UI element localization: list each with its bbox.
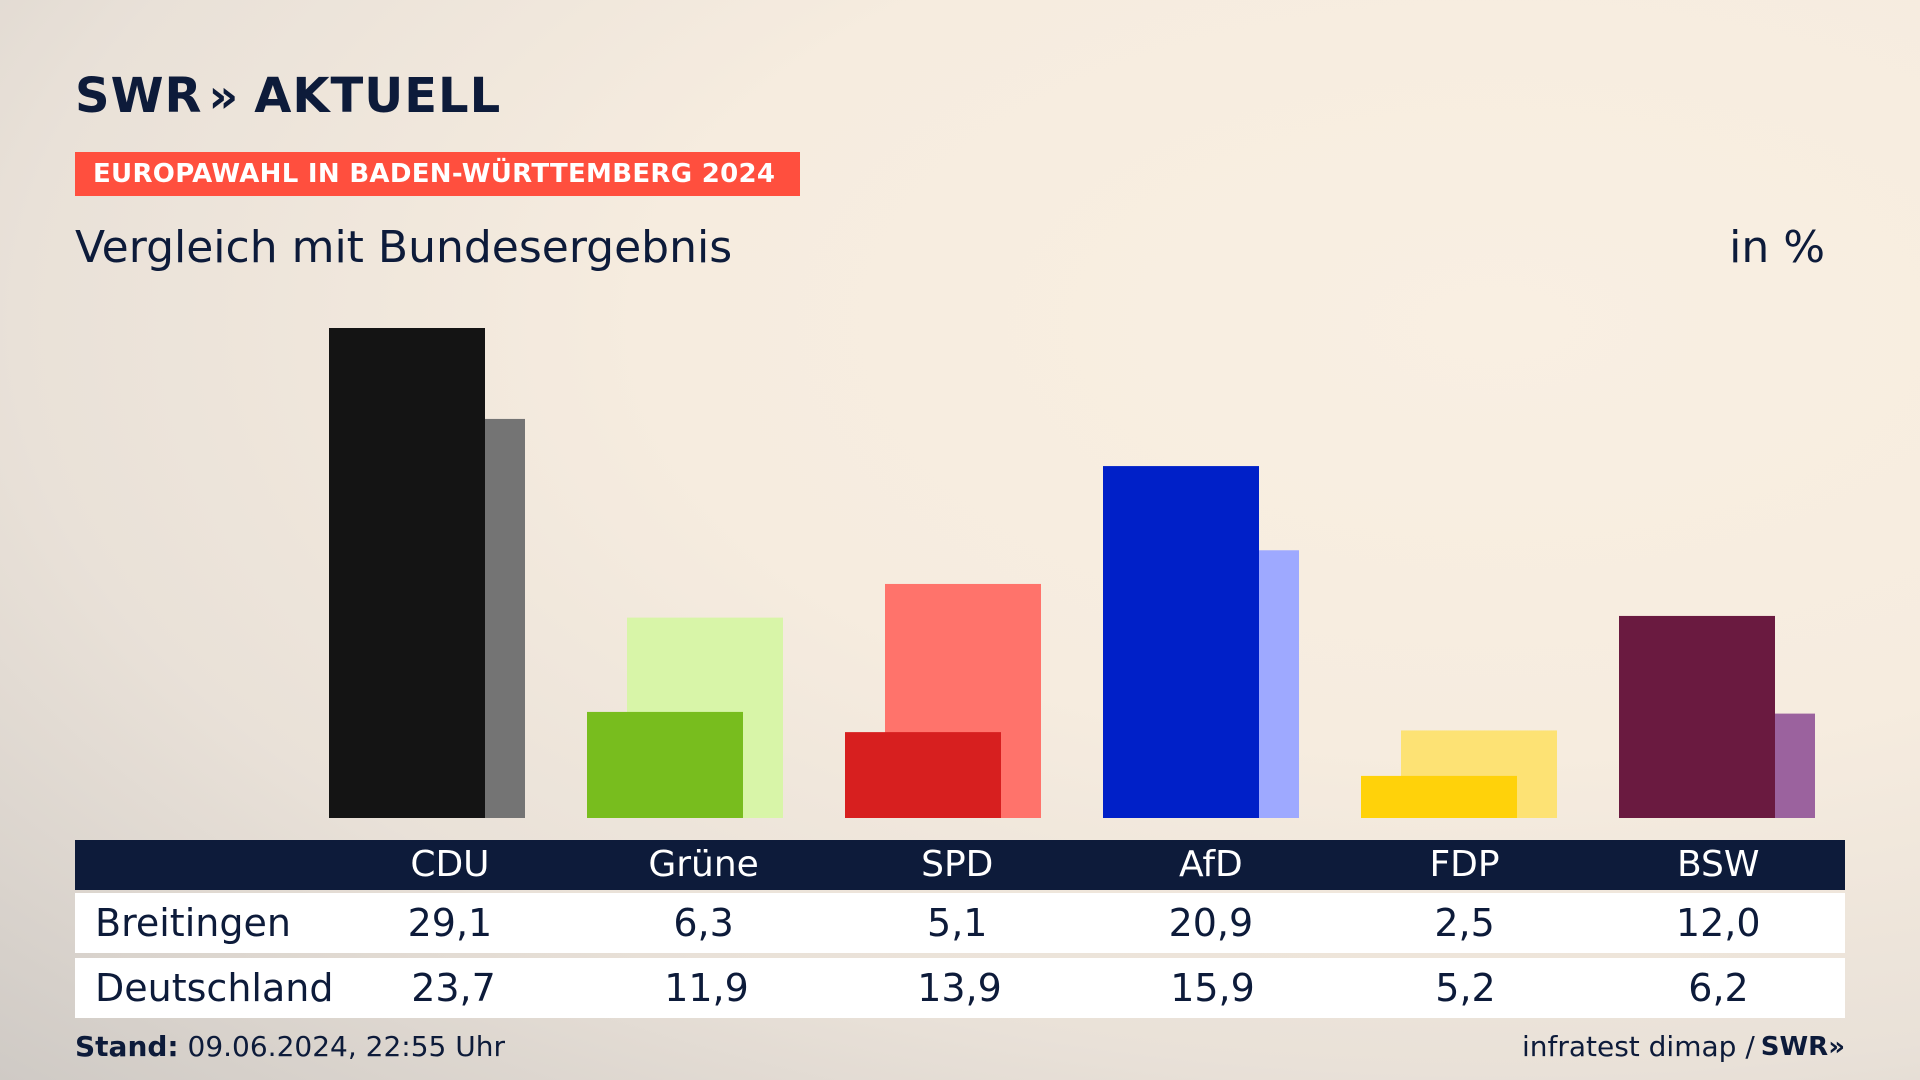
value-deutschland-spd: 13,9: [917, 966, 1002, 1010]
header-bsw: BSW: [1676, 844, 1760, 885]
logo-swr-text: SWR: [75, 68, 203, 124]
value-breitingen-bsw: 12,0: [1675, 901, 1761, 945]
bar-breitingen-cdu: [329, 328, 485, 818]
bar-breitingen-fdp: [1361, 775, 1517, 818]
row-label-breitingen: Breitingen: [95, 901, 291, 945]
unit-label: in %: [1729, 222, 1825, 273]
bar-breitingen-afd: [1103, 466, 1259, 818]
results-table: CDU Grüne SPD AfD FDP BSW Breitingen 29,…: [75, 840, 1845, 1018]
source-text: infratest dimap /: [1521, 1030, 1755, 1063]
timestamp: Stand: 09.06.2024, 22:55 Uhr: [75, 1030, 505, 1063]
stand-value: 09.06.2024, 22:55 Uhr: [178, 1030, 505, 1063]
bar-breitingen-bsw: [1619, 615, 1775, 818]
header-afd: AfD: [1179, 844, 1243, 885]
value-breitingen-afd: 20,9: [1168, 901, 1254, 945]
table-row-deutschland: Deutschland 23,7 11,9 13,9 15,9 5,2 6,2: [75, 958, 1845, 1018]
swr-aktuell-logo: SWR » AKTUELL: [75, 68, 501, 124]
swr-mini-logo: SWR»: [1760, 1031, 1845, 1062]
value-deutschland-cdu: 23,7: [411, 966, 496, 1010]
header-spd: SPD: [921, 844, 994, 885]
header-cdu: CDU: [410, 844, 490, 885]
table-header-blank: [75, 840, 323, 890]
value-breitingen-cdu: 29,1: [407, 901, 493, 945]
value-deutschland-afd: 15,9: [1170, 966, 1255, 1010]
bar-breitingen-gruene: [587, 711, 743, 818]
value-deutschland-bsw: 6,2: [1688, 966, 1749, 1010]
stand-label: Stand:: [75, 1030, 179, 1063]
header-fdp: FDP: [1429, 844, 1500, 885]
kicker-banner: EUROPAWAHL IN BADEN-WÜRTTEMBERG 2024: [75, 152, 800, 196]
header-gruene: Grüne: [648, 844, 759, 885]
value-deutschland-fdp: 5,2: [1435, 966, 1496, 1010]
value-breitingen-gruene: 6,3: [673, 901, 734, 945]
table-row-breitingen: Breitingen 29,1 6,3 5,1 20,9 2,5 12,0: [75, 893, 1845, 953]
source-credit: infratest dimap / SWR»: [1522, 1030, 1845, 1063]
logo-aktuell-text: AKTUELL: [254, 68, 502, 124]
bar-breitingen-spd: [845, 732, 1001, 818]
bar-chart: [329, 328, 1815, 818]
row-label-deutschland: Deutschland: [95, 966, 334, 1010]
value-breitingen-spd: 5,1: [927, 901, 988, 945]
table-header: CDU Grüne SPD AfD FDP BSW: [75, 840, 1845, 890]
value-breitingen-fdp: 2,5: [1434, 901, 1495, 945]
chart-subtitle: Vergleich mit Bundesergebnis: [75, 222, 733, 273]
value-deutschland-gruene: 11,9: [664, 966, 749, 1010]
